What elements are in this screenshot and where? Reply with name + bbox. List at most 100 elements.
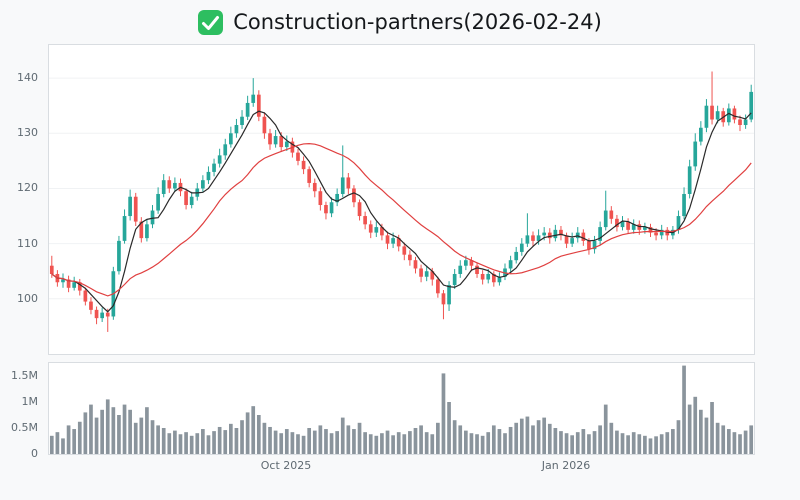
candle [458,265,463,274]
volume-bar [615,430,619,454]
volume-bar [402,434,407,454]
candle [240,116,244,126]
candle [547,232,552,239]
candle [167,180,172,189]
candle [117,240,121,272]
volume-bar [497,429,502,454]
volume-bar [318,425,323,454]
volume-bar [570,435,574,454]
volume-bar [363,432,367,454]
volume-bar [374,435,379,454]
candle [609,210,614,219]
candle [659,229,664,236]
candle [408,254,412,261]
candle [273,136,278,145]
volume-bar [324,429,328,454]
candle [682,193,686,217]
candle [340,177,345,194]
candle [743,119,748,126]
candle [363,216,367,225]
volume-bar [139,417,144,454]
candle [189,196,194,206]
candle [536,235,541,241]
volume-bar [290,432,295,454]
candle [368,224,373,233]
candle [161,180,166,194]
candle [441,293,446,305]
volume-bar [245,412,250,454]
volume-bar [480,435,485,454]
volume-bar [704,417,709,454]
volume-bar [396,432,401,454]
volume-bar [682,365,686,454]
volume-bars [49,365,754,454]
volume-bar [273,430,278,454]
volume-bar [687,404,692,454]
volume-bar [464,430,468,454]
volume-bar [436,422,440,454]
volume-bar [156,425,160,454]
volume-bar [145,407,149,454]
candle [312,182,317,192]
candle [519,243,524,252]
volume-bar [514,422,519,454]
check-icon [198,9,224,35]
volume-bar [150,420,155,454]
candle [156,193,160,211]
candle [570,238,574,244]
candle [531,235,535,241]
candle [145,224,149,239]
candle [603,210,608,228]
page-title: Construction-partners(2026-02-24) [233,10,602,34]
candle [301,160,306,170]
volume-bar [83,412,88,454]
candle [464,260,468,266]
candle [687,166,692,194]
volume-bar [726,429,731,454]
candle [245,102,250,117]
candle [374,227,379,233]
candle [346,177,351,189]
candle [559,229,563,236]
volume-bar [268,426,272,454]
candle [391,238,395,244]
candles [49,71,754,332]
candle [704,105,709,128]
candle [447,285,451,305]
volume-bar [72,429,77,454]
candle [133,196,138,222]
volume-bar [195,433,200,454]
volume-bar [173,430,177,454]
candle [749,91,754,120]
candle [491,273,496,283]
volume-bar [340,417,345,454]
candle [424,271,429,277]
candle [396,238,401,247]
candle [654,232,658,236]
volume-bar [128,409,132,454]
volume-bar [284,429,289,454]
candle [380,227,384,236]
volume-bar [301,435,306,454]
candle [726,108,731,123]
candle [268,133,272,145]
candle [324,205,328,214]
price-chart-panel [48,44,755,355]
candle [620,221,625,228]
candle [66,279,71,288]
volume-bar [312,430,317,454]
volume-bar [117,415,121,454]
candle [598,227,602,241]
volume-bar [559,431,563,454]
volume-bar [519,418,524,454]
candle [699,127,703,142]
volume-y-tick-label: 1.5M [11,369,38,382]
volume-bar [368,434,373,454]
volume-bar [536,420,541,454]
date-axis: Oct 2025 Jan 2026 [48,459,755,475]
candle [352,188,356,203]
candle [128,196,132,217]
candle [184,191,188,206]
volume-bar [66,425,71,454]
volume-bar [542,417,547,454]
